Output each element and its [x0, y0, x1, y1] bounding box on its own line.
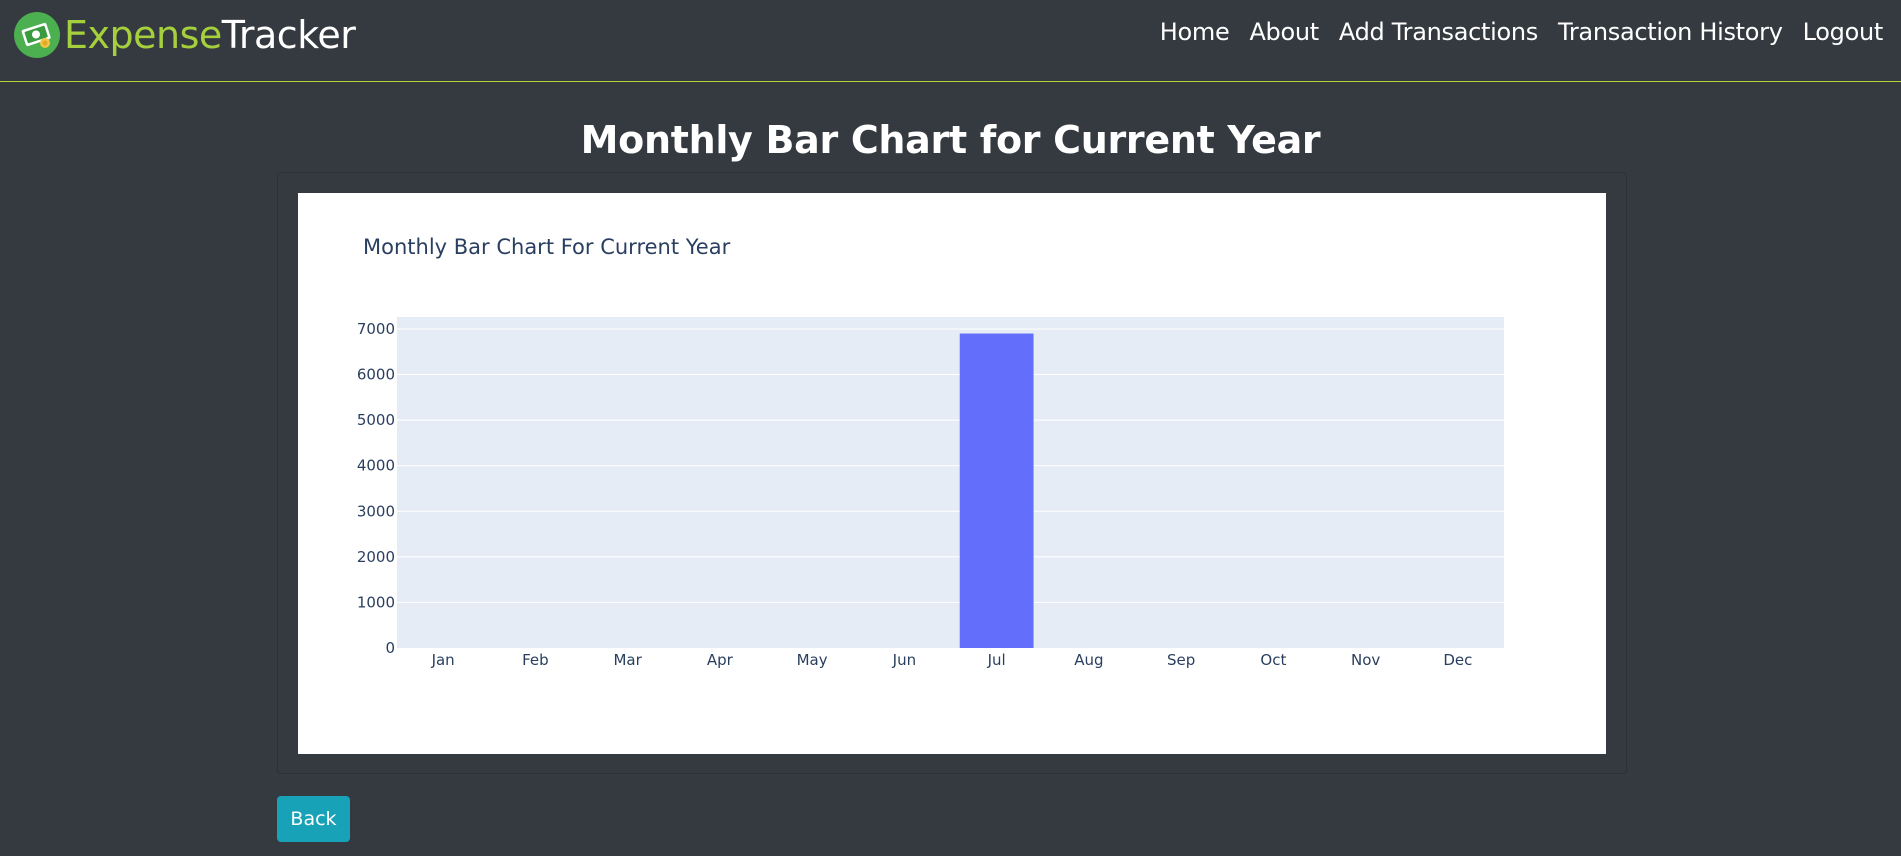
x-tick-label: Jul [987, 651, 1006, 669]
x-tick-label: Mar [613, 651, 642, 669]
y-tick-label: 2000 [357, 548, 395, 566]
y-tick-label: 0 [385, 639, 395, 657]
x-tick-label: May [797, 651, 828, 669]
brand-text-tracker: Tracker [221, 13, 356, 57]
x-tick-label: Dec [1443, 651, 1472, 669]
y-tick-labels: 0 1000 2000 3000 4000 5000 6000 7000 [357, 320, 395, 657]
x-tick-labels: Jan Feb Mar Apr May Jun Jul Aug Sep Oct Nov Dec [431, 651, 1473, 669]
x-tick-label: Jan [431, 651, 455, 669]
bars [959, 333, 1034, 648]
plot-background [397, 317, 1504, 648]
navbar: ExpenseTracker Home About Add Transactio… [0, 0, 1901, 82]
chart-title: Monthly Bar Chart For Current Year [363, 235, 731, 259]
back-button[interactable]: Back [277, 796, 350, 842]
x-tick-label: Apr [707, 651, 734, 669]
y-tick-label: 3000 [357, 502, 395, 520]
money-bill-icon [14, 12, 60, 58]
x-tick-label: Jun [892, 651, 916, 669]
y-tick-label: 4000 [357, 457, 395, 475]
y-tick-label: 7000 [357, 320, 395, 338]
nav-about-link[interactable]: About [1249, 18, 1319, 46]
y-tick-label: 1000 [357, 593, 395, 611]
nav-add-transactions-link[interactable]: Add Transactions [1338, 18, 1539, 46]
x-tick-label: Nov [1351, 651, 1380, 669]
nav-home-link[interactable]: Home [1159, 18, 1230, 46]
brand-logo-link[interactable]: ExpenseTracker [14, 12, 356, 58]
nav-logout-link[interactable]: Logout [1802, 18, 1884, 46]
bar-chart: Monthly Bar Chart For Current Year 0 1000… [357, 235, 1504, 669]
page-title: Monthly Bar Chart for Current Year [580, 118, 1321, 162]
x-tick-label: Sep [1167, 651, 1195, 669]
chart-panel: Monthly Bar Chart For Current Year 0 1000… [298, 193, 1606, 754]
brand-text-expense: Expense [64, 13, 222, 57]
x-tick-label: Aug [1074, 651, 1103, 669]
x-tick-label: Oct [1260, 651, 1286, 669]
x-tick-label: Feb [522, 651, 549, 669]
y-tick-label: 5000 [357, 411, 395, 429]
nav-links: Home About Add Transactions Transaction … [1140, 14, 1884, 50]
y-tick-label: 6000 [357, 366, 395, 384]
brand-text: ExpenseTracker [64, 12, 356, 58]
nav-transaction-history-link[interactable]: Transaction History [1558, 18, 1783, 46]
gridlines [397, 328, 1504, 603]
bar-jul[interactable] [959, 333, 1034, 648]
